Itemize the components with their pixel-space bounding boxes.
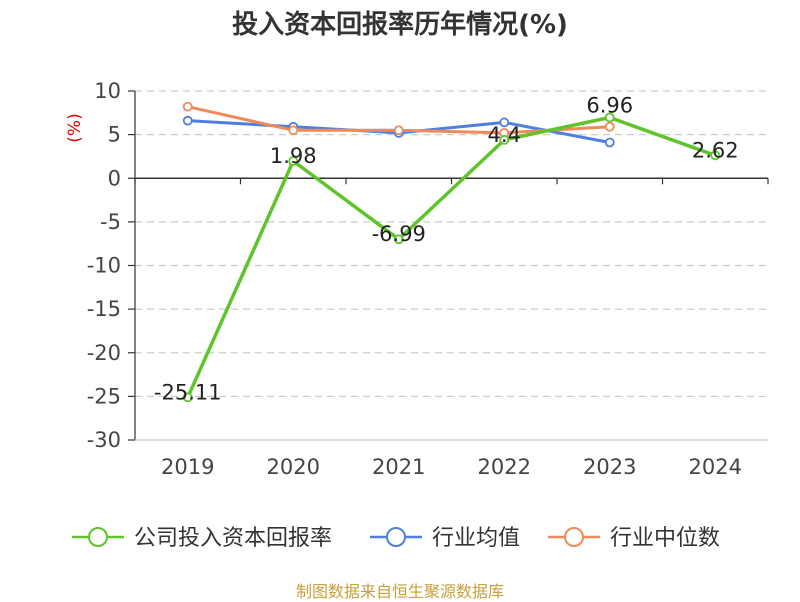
series-point-0: [288, 156, 299, 166]
series-point-0: [393, 234, 404, 245]
legend-item-2: 行业中位数: [548, 526, 720, 551]
series-point-2: [288, 125, 299, 136]
chart-title: 投入资本回报率历年情况(%): [232, 10, 568, 40]
series-point-2: [604, 121, 615, 132]
series-point-1: [604, 137, 615, 148]
data-label: -25.11: [154, 380, 222, 404]
series-point-0: [182, 392, 193, 403]
legend-marker: [564, 527, 584, 547]
y-tick-label: 0: [108, 166, 121, 190]
data-label: 2.62: [692, 138, 739, 162]
axis-layer: 10 5 0 -5 -10 -15 -20 -25 -30 (%) 2019 2020 2021 2022…: [65, 79, 769, 479]
series-point-0: [604, 112, 615, 123]
x-tick-label: 2021: [372, 455, 425, 479]
footer-source: 制图数据来自恒生聚源数据库: [295, 582, 504, 601]
series-layer: [182, 101, 721, 403]
legend-marker: [88, 527, 108, 547]
y-tick-label: -10: [87, 254, 121, 278]
legend-item-0: 公司投入资本回报率: [72, 526, 332, 551]
series-point-0: [710, 150, 721, 161]
legend-label: 行业中位数: [610, 526, 720, 551]
y-axis-label: (%): [65, 113, 85, 142]
series-line-0: [186, 115, 716, 399]
legend: 公司投入资本回报率 行业均值 行业中位数: [72, 526, 720, 551]
x-tick-label: 2023: [583, 455, 636, 479]
series-point-1: [499, 117, 510, 128]
legend-marker: [386, 527, 406, 547]
x-tick-label: 2022: [478, 455, 531, 479]
x-tick-label: 2024: [689, 455, 742, 479]
y-tick-label: -15: [87, 297, 121, 321]
x-tick-label: 2020: [267, 455, 320, 479]
y-tick-label: 10: [94, 79, 121, 103]
y-tick-label: -30: [87, 428, 121, 452]
data-label: 6.96: [586, 94, 633, 118]
series-point-1: [182, 115, 193, 126]
series-point-2: [182, 101, 193, 112]
y-tick-label: -20: [87, 341, 121, 365]
grid-layer: [135, 90, 768, 441]
legend-item-1: 行业均值: [370, 526, 520, 551]
data-label: 4.4: [488, 123, 521, 147]
series-point-2: [393, 125, 404, 136]
y-tick-label: 5: [108, 123, 121, 147]
legend-label: 行业均值: [432, 526, 520, 551]
data-label-layer: -25.11 1.98 -6.99 4.4 6.96 2.62: [154, 94, 739, 405]
data-label: 1.98: [270, 144, 317, 168]
data-label: -6.99: [372, 222, 426, 246]
legend-label: 公司投入资本回报率: [134, 526, 332, 551]
y-tick-label: -25: [87, 384, 121, 408]
x-tick-label: 2019: [161, 455, 214, 479]
y-tick-label: -5: [100, 210, 121, 234]
series-point-0: [499, 134, 510, 145]
